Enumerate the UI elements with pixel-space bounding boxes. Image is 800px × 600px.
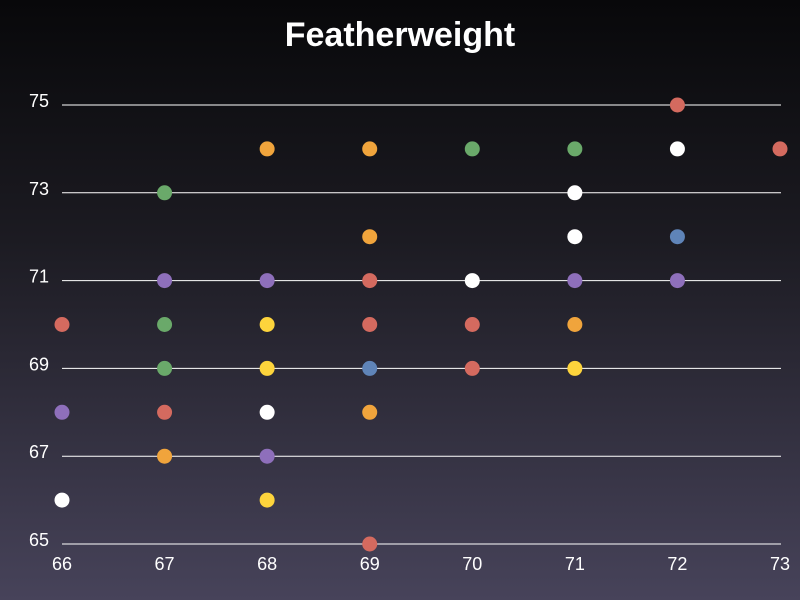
scatter-point xyxy=(259,273,275,289)
scatter-point xyxy=(362,273,378,289)
scatter-point xyxy=(772,141,788,157)
y-tick-label: 75 xyxy=(29,91,49,111)
scatter-point xyxy=(157,317,173,332)
scatter-point xyxy=(157,360,173,376)
scatter-point xyxy=(157,185,173,201)
scatter-point xyxy=(157,404,173,420)
x-tick-label: 69 xyxy=(360,554,380,574)
x-tick-label: 71 xyxy=(565,554,585,574)
scatter-point xyxy=(54,492,70,508)
scatter-point xyxy=(669,141,685,157)
y-tick-label: 67 xyxy=(29,442,49,462)
x-tick-label: 68 xyxy=(257,554,277,574)
scatter-point xyxy=(362,317,378,332)
scatter-point xyxy=(54,317,70,332)
scatter-point xyxy=(567,273,583,289)
scatter-point xyxy=(567,317,583,332)
scatter-point xyxy=(259,317,275,332)
data-points xyxy=(54,97,788,552)
scatter-point xyxy=(464,273,480,289)
x-tick-label: 67 xyxy=(155,554,175,574)
scatter-point xyxy=(362,141,378,157)
scatter-point xyxy=(567,229,583,245)
scatter-point xyxy=(259,448,275,464)
scatter-point xyxy=(464,317,480,332)
scatter-point xyxy=(157,448,173,464)
scatter-point xyxy=(259,404,275,420)
scatter-point xyxy=(567,360,583,376)
scatter-point xyxy=(362,360,378,376)
scatter-point xyxy=(259,360,275,376)
scatter-point xyxy=(54,404,70,420)
scatter-point xyxy=(362,229,378,245)
scatter-point xyxy=(669,97,685,113)
scatter-point xyxy=(567,141,583,157)
scatter-point xyxy=(362,404,378,420)
y-tick-label: 73 xyxy=(29,179,49,199)
scatter-point xyxy=(464,360,480,376)
scatter-point xyxy=(259,141,275,157)
x-axis-ticks: 66 67 68 69 70 71 72 73 xyxy=(52,554,790,574)
scatter-point xyxy=(157,273,173,289)
y-axis-ticks: 65 67 69 71 73 75 xyxy=(29,91,49,550)
grid-lines xyxy=(62,104,781,545)
scatter-point xyxy=(567,185,583,201)
y-tick-label: 69 xyxy=(29,354,49,374)
x-tick-label: 70 xyxy=(462,554,482,574)
scatter-point xyxy=(669,273,685,289)
chart-title: Featherweight xyxy=(285,16,515,54)
x-tick-label: 66 xyxy=(52,554,72,574)
x-tick-label: 72 xyxy=(667,554,687,574)
scatter-point xyxy=(464,141,480,157)
y-tick-label: 65 xyxy=(29,530,49,550)
scatter-point xyxy=(259,492,275,508)
x-tick-label: 73 xyxy=(770,554,790,574)
scatter-point xyxy=(669,229,685,245)
y-tick-label: 71 xyxy=(29,267,49,287)
scatter-point xyxy=(362,536,378,552)
